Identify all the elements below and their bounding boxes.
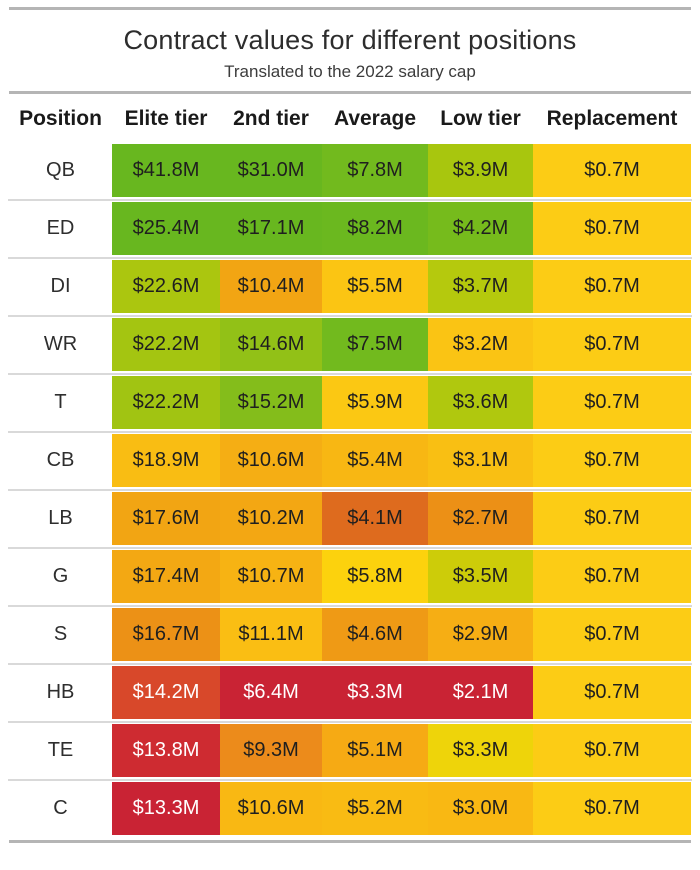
value-cell: $5.9M: [322, 376, 428, 429]
table-row: TE $13.8M $9.3M $5.1M $3.3M $0.7M: [8, 724, 692, 781]
value-cell: $0.7M: [533, 782, 691, 835]
value-cell: $15.2M: [220, 376, 322, 429]
table-row: T $22.2M $15.2M $5.9M $3.6M $0.7M: [8, 376, 692, 433]
value-cell: $5.8M: [322, 550, 428, 603]
value-cell: $13.8M: [112, 724, 220, 777]
position-label: ED: [9, 202, 112, 255]
value-cell: $4.2M: [428, 202, 533, 255]
table-row: DI $22.6M $10.4M $5.5M $3.7M $0.7M: [8, 260, 692, 317]
page-title: Contract values for different positions: [123, 25, 577, 55]
value-cell: $10.7M: [220, 550, 322, 603]
value-cell: $3.7M: [428, 260, 533, 313]
position-label: S: [9, 608, 112, 661]
value-cell: $41.8M: [112, 144, 220, 197]
table-row: HB $14.2M $6.4M $3.3M $2.1M $0.7M: [8, 666, 692, 723]
value-cell: $3.0M: [428, 782, 533, 835]
value-cell: $9.3M: [220, 724, 322, 777]
position-label: QB: [9, 144, 112, 197]
value-cell: $5.5M: [322, 260, 428, 313]
column-header-low-tier: Low tier: [440, 107, 521, 130]
position-label: DI: [9, 260, 112, 313]
value-cell: $3.2M: [428, 318, 533, 371]
contract-values-card: Contract values for different positions …: [8, 7, 692, 843]
value-cell: $0.7M: [533, 202, 691, 255]
value-cell: $22.6M: [112, 260, 220, 313]
value-cell: $0.7M: [533, 492, 691, 545]
value-cell: $4.6M: [322, 608, 428, 661]
position-label: CB: [9, 434, 112, 487]
value-cell: $5.2M: [322, 782, 428, 835]
value-cell: $0.7M: [533, 724, 691, 777]
position-label: T: [9, 376, 112, 429]
value-cell: $10.4M: [220, 260, 322, 313]
value-cell: $14.2M: [112, 666, 220, 719]
table-row: QB $41.8M $31.0M $7.8M $3.9M $0.7M: [8, 144, 692, 201]
value-cell: $3.5M: [428, 550, 533, 603]
value-cell: $0.7M: [533, 318, 691, 371]
value-cell: $17.6M: [112, 492, 220, 545]
position-label: WR: [9, 318, 112, 371]
value-cell: $0.7M: [533, 666, 691, 719]
value-cell: $10.6M: [220, 434, 322, 487]
position-label: TE: [9, 724, 112, 777]
value-cell: $3.3M: [428, 724, 533, 777]
table-row: C $13.3M $10.6M $5.2M $3.0M $0.7M: [9, 782, 691, 835]
value-cell: $8.2M: [322, 202, 428, 255]
column-header-average: Average: [333, 107, 417, 130]
value-cell: $0.7M: [533, 260, 691, 313]
table-row: S $16.7M $11.1M $4.6M $2.9M $0.7M: [8, 608, 692, 665]
value-cell: $22.2M: [112, 376, 220, 429]
value-cell: $0.7M: [533, 434, 691, 487]
value-cell: $0.7M: [533, 376, 691, 429]
table-row: ED $25.4M $17.1M $8.2M $4.2M $0.7M: [8, 202, 692, 259]
value-cell: $17.1M: [220, 202, 322, 255]
table-row: G $17.4M $10.7M $5.8M $3.5M $0.7M: [8, 550, 692, 607]
value-cell: $10.2M: [220, 492, 322, 545]
position-label: HB: [9, 666, 112, 719]
value-cell: $31.0M: [220, 144, 322, 197]
column-header-2nd-tier: 2nd tier: [233, 107, 309, 130]
value-cell: $22.2M: [112, 318, 220, 371]
value-cell: $7.5M: [322, 318, 428, 371]
table-row: LB $17.6M $10.2M $4.1M $2.7M $0.7M: [8, 492, 692, 549]
value-cell: $2.7M: [428, 492, 533, 545]
value-cell: $7.8M: [322, 144, 428, 197]
value-cell: $0.7M: [533, 608, 691, 661]
table-row: WR $22.2M $14.6M $7.5M $3.2M $0.7M: [8, 318, 692, 375]
position-label: LB: [9, 492, 112, 545]
value-cell: $2.9M: [428, 608, 533, 661]
value-cell: $3.9M: [428, 144, 533, 197]
value-cell: $11.1M: [220, 608, 322, 661]
value-cell: $10.6M: [220, 782, 322, 835]
value-cell: $17.4M: [112, 550, 220, 603]
position-label: C: [9, 782, 112, 835]
bottom-divider: [9, 840, 691, 843]
column-header-elite-tier: Elite tier: [124, 107, 208, 130]
page-subtitle: Translated to the 2022 salary cap: [224, 62, 476, 81]
top-divider: [9, 7, 691, 10]
value-cell: $3.6M: [428, 376, 533, 429]
column-header-position: Position: [19, 107, 102, 130]
value-cell: $18.9M: [112, 434, 220, 487]
header-divider: [9, 91, 691, 94]
value-cell: $3.3M: [322, 666, 428, 719]
value-cell: $3.1M: [428, 434, 533, 487]
value-cell: $25.4M: [112, 202, 220, 255]
column-header-replacement: Replacement: [546, 107, 678, 130]
value-cell: $14.6M: [220, 318, 322, 371]
value-cell: $16.7M: [112, 608, 220, 661]
value-cell: $0.7M: [533, 550, 691, 603]
column-header-row: Position Elite tier 2nd tier Average Low…: [9, 94, 691, 140]
value-cell: $5.1M: [322, 724, 428, 777]
table-row: CB $18.9M $10.6M $5.4M $3.1M $0.7M: [8, 434, 692, 491]
value-cell: $4.1M: [322, 492, 428, 545]
value-cell: $13.3M: [112, 782, 220, 835]
value-cell: $6.4M: [220, 666, 322, 719]
value-cell: $2.1M: [428, 666, 533, 719]
heatmap-table-body: QB $41.8M $31.0M $7.8M $3.9M $0.7M ED $25.4M…: [8, 144, 692, 835]
value-cell: $5.4M: [322, 434, 428, 487]
value-cell: $0.7M: [533, 144, 691, 197]
position-label: G: [9, 550, 112, 603]
